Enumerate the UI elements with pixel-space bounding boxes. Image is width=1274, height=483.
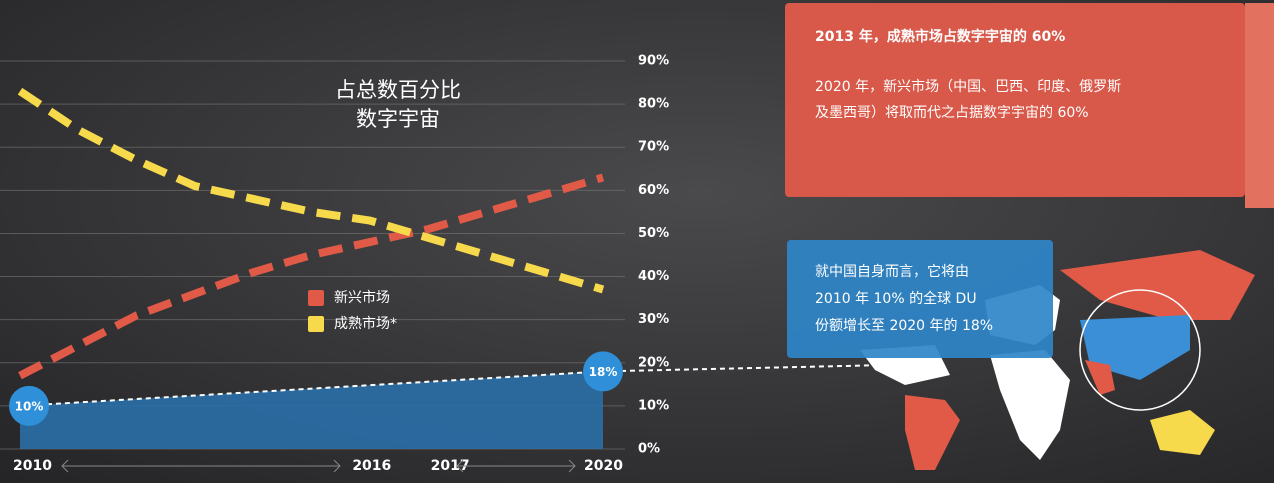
note-box-blue bbox=[787, 240, 1053, 358]
y-tick-label: 50% bbox=[638, 226, 669, 241]
note-box-red bbox=[785, 3, 1245, 197]
x-tick-label: 2020 bbox=[584, 458, 623, 474]
value-badge bbox=[9, 385, 49, 426]
value-badge bbox=[583, 351, 623, 392]
chart-title: 占总数百分比 bbox=[335, 78, 461, 102]
series-line bbox=[17, 87, 605, 294]
area-line bbox=[19, 370, 604, 407]
x-tick-label: 2010 bbox=[13, 458, 52, 474]
box-side bbox=[1245, 3, 1274, 208]
y-tick-label: 70% bbox=[638, 140, 669, 155]
x-tick-label: 2017 bbox=[431, 458, 470, 474]
legend-swatch bbox=[308, 290, 324, 306]
note-text: 2010 年 10% 的全球 DU bbox=[815, 290, 977, 307]
note-text: 2013 年，成熟市场占数字宇宙的 60% bbox=[815, 28, 1065, 45]
period-arrow bbox=[61, 459, 341, 473]
legend-label: 新兴市场 bbox=[334, 289, 390, 306]
y-tick-label: 40% bbox=[638, 269, 669, 284]
y-tick-label: 80% bbox=[638, 97, 669, 112]
chart-title: 数字宇宙 bbox=[356, 107, 440, 131]
y-tick-label: 10% bbox=[638, 398, 669, 413]
note-text: 就中国自身而言，它将由 bbox=[815, 263, 969, 280]
value-label: 18% bbox=[589, 365, 618, 379]
x-tick-label: 2016 bbox=[352, 458, 391, 474]
note-text: 及墨西哥）将取而代之占据数字宇宙的 60% bbox=[815, 105, 1089, 121]
legend-swatch bbox=[308, 316, 324, 332]
y-tick-label: 0% bbox=[638, 442, 660, 457]
note-text: 2020 年，新兴市场（中国、巴西、印度、俄罗斯 bbox=[815, 78, 1121, 95]
period-arrow bbox=[456, 459, 576, 473]
area bbox=[20, 371, 603, 449]
legend-label: 成熟市场* bbox=[334, 315, 397, 332]
series-line bbox=[18, 173, 605, 380]
y-tick-label: 90% bbox=[638, 54, 669, 69]
note-text: 份额增长至 2020 年的 18% bbox=[815, 318, 993, 334]
y-tick-label: 30% bbox=[638, 312, 669, 327]
y-tick-label: 60% bbox=[638, 183, 669, 198]
y-tick-label: 20% bbox=[638, 355, 669, 370]
plot: 0% 10% 20% 30% 40% 50% 60% 70% 80% 90% 10% 18% 新兴市场成… bbox=[0, 54, 871, 474]
value-label: 10% bbox=[15, 399, 44, 413]
